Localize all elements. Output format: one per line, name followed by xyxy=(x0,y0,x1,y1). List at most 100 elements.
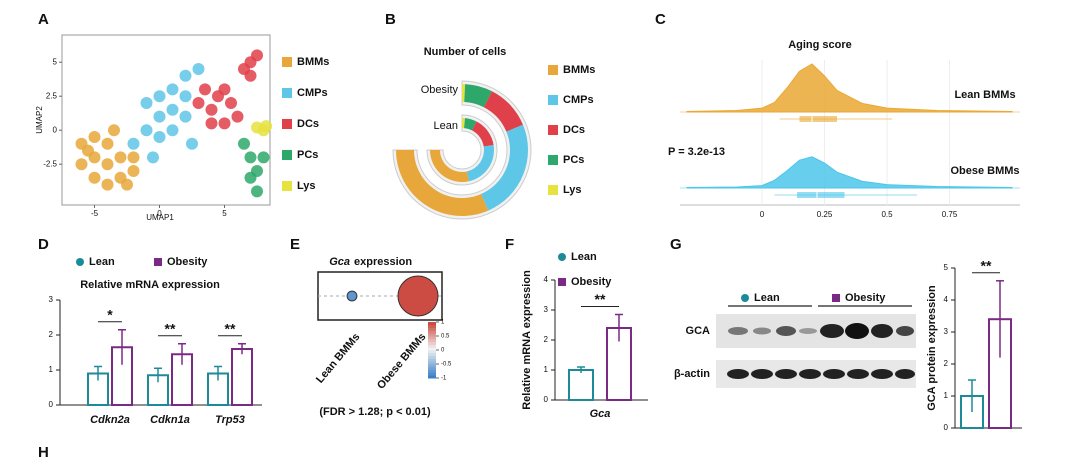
y-tick-label: 4 xyxy=(944,295,949,304)
colorbar-cell xyxy=(428,369,436,373)
colorbar-cell xyxy=(428,347,436,351)
y-tick-label: 0 xyxy=(49,400,54,409)
point xyxy=(225,97,237,109)
x-tick-label: 0 xyxy=(760,210,765,219)
point xyxy=(166,103,179,116)
panel-label: A xyxy=(38,11,49,28)
colorbar-cell xyxy=(428,364,436,368)
chart-title: Number of cells xyxy=(424,46,507,58)
legend-swatch xyxy=(548,95,558,105)
y-tick-label: 1 xyxy=(49,365,54,374)
y-tick-label: 0 xyxy=(544,395,549,404)
ring-segment xyxy=(462,84,466,103)
chart-title: Aging score xyxy=(788,39,852,51)
point xyxy=(244,171,257,184)
y-tick-label: 0 xyxy=(944,423,949,432)
panel-label: D xyxy=(38,236,49,253)
dot xyxy=(346,290,358,302)
ring-label: Lean xyxy=(434,120,458,132)
ring-segment xyxy=(464,118,477,131)
point xyxy=(218,83,231,96)
point xyxy=(244,69,257,82)
colorbar-cell xyxy=(428,344,436,348)
ring-segment xyxy=(430,150,469,182)
legend-label: Lys xyxy=(563,184,582,196)
colorbar-cell xyxy=(428,361,436,365)
legend-marker xyxy=(558,278,566,286)
panel-label: F xyxy=(505,236,514,253)
point xyxy=(186,137,198,150)
colorbar-cell xyxy=(428,338,436,343)
point xyxy=(101,137,114,150)
x-tick-label: Gca xyxy=(590,408,611,420)
legend-label: CMPs xyxy=(297,87,328,99)
point xyxy=(127,137,140,150)
legend-label: Lean xyxy=(571,251,597,263)
legend-marker xyxy=(558,253,566,261)
x-axis-label: UMAP1 xyxy=(146,213,174,222)
panel-label: B xyxy=(385,11,396,28)
legend-label: Obesity xyxy=(571,276,612,288)
ring-segment xyxy=(471,121,494,147)
point xyxy=(179,69,192,82)
point xyxy=(166,124,179,137)
western-blot xyxy=(716,305,916,388)
point xyxy=(218,117,231,130)
x-tick-label: Cdkn2a xyxy=(90,414,130,426)
point xyxy=(114,151,127,164)
bar xyxy=(568,369,594,401)
x-tick-label: 5 xyxy=(222,209,227,218)
colorbar-cell xyxy=(428,366,436,371)
point xyxy=(121,178,133,191)
significance: ** xyxy=(225,320,236,336)
point xyxy=(140,124,153,137)
panel-label: E xyxy=(290,236,300,253)
y-tick-label: 4 xyxy=(544,275,549,284)
point xyxy=(101,158,114,171)
series-label: Obese BMMs xyxy=(950,165,1019,177)
legend-label: BMMs xyxy=(297,56,329,68)
series-label: Lean BMMs xyxy=(954,89,1015,101)
legend-label: Obesity xyxy=(845,292,886,304)
legend-swatch xyxy=(282,57,292,67)
significance: ** xyxy=(165,320,176,336)
point xyxy=(257,151,270,164)
colorbar-cell xyxy=(428,372,436,376)
y-tick-label: -2.5 xyxy=(43,159,57,168)
y-axis-label: GCA protein expression xyxy=(926,285,938,411)
plot-frame xyxy=(61,34,271,206)
colorbar-cell xyxy=(428,327,436,331)
colorbar-label: 0 xyxy=(441,348,445,354)
point xyxy=(166,83,179,96)
y-tick-label: 5 xyxy=(944,263,949,272)
legend-label: Lean xyxy=(89,256,115,268)
point xyxy=(231,110,244,123)
blot-label: β-actin xyxy=(674,368,710,380)
colorbar-label: 1 xyxy=(441,320,445,326)
legend-marker xyxy=(832,294,840,302)
legend-label: PCs xyxy=(563,154,584,166)
legend-swatch xyxy=(548,155,558,165)
point xyxy=(205,117,218,130)
point xyxy=(75,158,88,171)
ring-segment xyxy=(464,84,492,108)
bar xyxy=(231,348,253,406)
y-axis-label: UMAP2 xyxy=(35,106,44,134)
legend-swatch xyxy=(282,150,292,160)
ring-segment xyxy=(466,144,494,182)
point xyxy=(251,49,263,62)
legend-swatch xyxy=(548,125,558,135)
point xyxy=(238,137,250,150)
point xyxy=(88,171,101,184)
y-tick-label: 0 xyxy=(53,125,58,134)
colorbar-cell xyxy=(428,322,436,326)
x-tick-label: 0.5 xyxy=(881,210,893,219)
ring-segment xyxy=(481,124,528,211)
panel-label: C xyxy=(655,11,666,28)
point xyxy=(260,120,273,133)
legend-label: Lean xyxy=(754,292,780,304)
legend-marker xyxy=(741,294,749,302)
annotation: P = 3.2e-13 xyxy=(668,146,725,158)
y-tick-label: 3 xyxy=(49,295,54,304)
y-tick-label: 3 xyxy=(944,327,949,336)
